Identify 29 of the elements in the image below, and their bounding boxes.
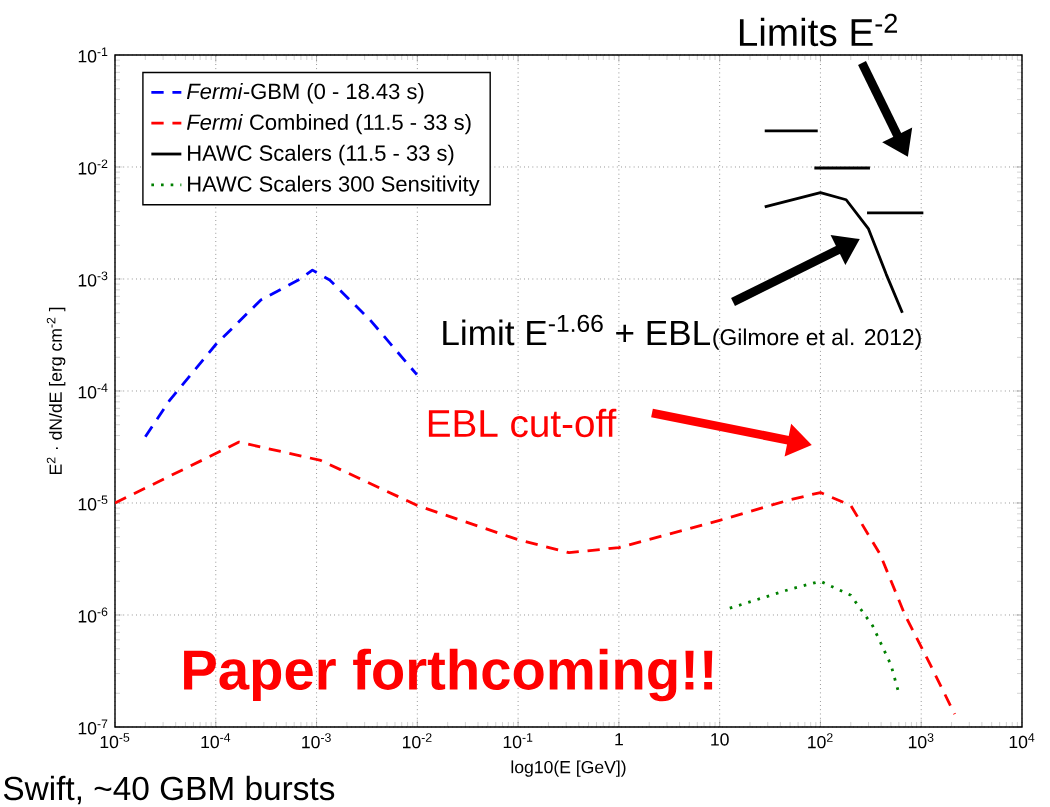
y-tick-label: 10$^{-4}$	[78, 383, 108, 399]
legend-label: HAWC Scalers 300 Sensitivity	[188, 175, 480, 197]
y-tick-label: 10$^{-3}$	[78, 271, 108, 287]
y-axis-title: E$^{2}$ · dN/dE [erg cm$^{-2}$ ]	[46, 307, 66, 475]
x-tick-label: 10$^{-1}$	[503, 733, 533, 749]
x-tick-label: 1	[615, 733, 623, 746]
text: Swift, ~40 GBM bursts	[3, 775, 335, 805]
x-axis-title: log10(E [GeV])	[511, 760, 626, 777]
x-tick-label: 10	[711, 733, 729, 746]
y-tick-label: 10$^{-2}$	[78, 159, 108, 175]
y-tick-label: 10$^{-1}$	[78, 47, 108, 63]
x-tick-label: 10$^{-5}$	[100, 733, 130, 749]
y-tick-label: 10$^{-6}$	[78, 607, 108, 623]
x-tick-label: 10$^{4}$	[1009, 733, 1035, 749]
annotation: Paper forthcoming!!	[184, 648, 713, 702]
x-tick-label: 10$^{2}$	[808, 733, 833, 749]
annotation: Limit E$^{-1.66}$ + EBL	[443, 314, 711, 346]
text: Limits E$^{-2}$	[739, 13, 897, 47]
x-tick-label: 10$^{-2}$	[403, 733, 432, 749]
y-tick-label: 10$^{-7}$	[78, 719, 108, 735]
x-tick-label: 10$^{-4}$	[201, 733, 231, 749]
legend-label: HAWC Scalers (11.5 - 33 s)	[188, 144, 454, 166]
annotation: (Gilmore et al. 2012)	[713, 328, 921, 350]
legend-label: Fermi Combined (11.5 - 33 s)	[186, 113, 471, 135]
x-tick-label: 10$^{-3}$	[302, 733, 331, 749]
legend-label: Fermi-GBM (0 - 18.43 s)	[186, 83, 424, 104]
x-tick-label: 10$^{3}$	[908, 733, 934, 749]
annotation: EBL cut-off	[428, 408, 617, 438]
y-tick-label: 10$^{-5}$	[78, 495, 108, 511]
